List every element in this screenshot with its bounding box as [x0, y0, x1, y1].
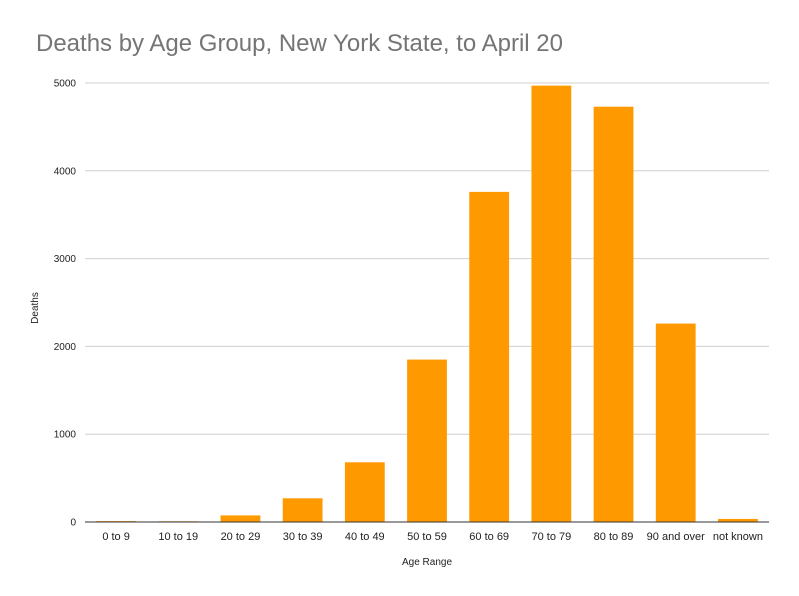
x-tick-label: 30 to 39 [283, 531, 323, 543]
x-axis-title: Age Range [402, 557, 452, 568]
bar [469, 191, 510, 522]
bar [344, 462, 385, 522]
bars [96, 85, 758, 523]
bar [407, 359, 447, 522]
x-tick-label: 70 to 79 [531, 531, 571, 543]
bar [655, 323, 696, 522]
y-tick-label: 3000 [54, 254, 77, 265]
y-tick-label: 0 [70, 518, 76, 529]
y-tick-label: 2000 [54, 342, 77, 353]
x-tick-label: 50 to 59 [407, 531, 447, 543]
bar [718, 518, 758, 522]
y-tick-label: 1000 [54, 430, 77, 441]
bar [282, 498, 323, 522]
x-tick-label: 80 to 89 [594, 531, 634, 543]
bar [593, 106, 634, 523]
x-tick-label: 0 to 9 [102, 531, 130, 543]
bar [220, 515, 261, 522]
x-tick-label: 20 to 29 [221, 531, 261, 543]
y-tick-label: 4000 [54, 166, 77, 177]
x-tick-label: 60 to 69 [469, 531, 509, 543]
x-tick-label: 40 to 49 [345, 531, 385, 543]
x-tick-label: 90 and over [647, 531, 705, 543]
x-tick-label: 10 to 19 [158, 531, 198, 543]
bar [531, 85, 572, 522]
x-tick-label: not known [713, 531, 763, 543]
chart-title: Deaths by Age Group, New York State, to … [36, 30, 563, 57]
y-axis-title: Deaths [30, 292, 41, 324]
y-tick-label: 5000 [54, 79, 77, 90]
gridlines [85, 82, 769, 435]
axes: 0 1000 2000 3000 4000 5000 0 to 9 10 to 19 20 to… [54, 79, 769, 543]
